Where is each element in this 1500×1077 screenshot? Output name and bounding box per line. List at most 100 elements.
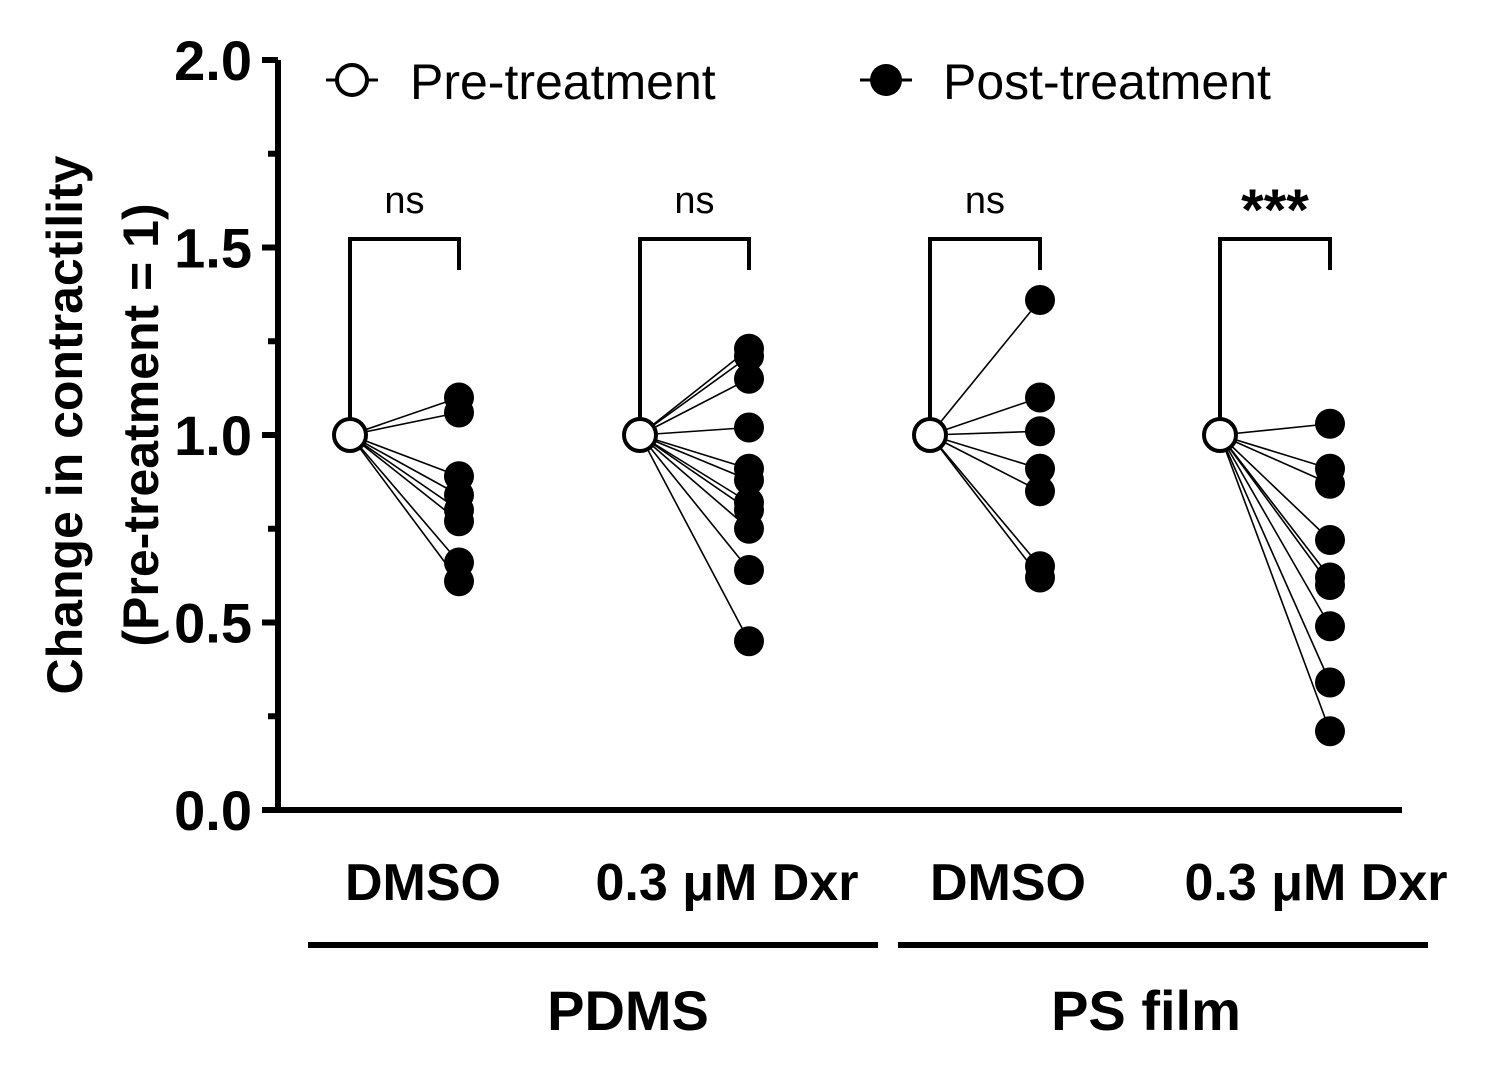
group-3: ns bbox=[912, 180, 1055, 593]
y-ticks: 0.0 0.5 1.0 1.5 2.0 bbox=[174, 29, 278, 842]
pair-line bbox=[1219, 434, 1331, 485]
pair-line bbox=[349, 434, 460, 496]
significance-bracket bbox=[1218, 237, 1332, 435]
pair-line bbox=[639, 434, 750, 511]
substrate-label-pdms: PDMS bbox=[547, 979, 709, 1042]
y-axis-title-line2: (Pre-treatment = 1) bbox=[113, 203, 169, 646]
pair-line bbox=[639, 355, 750, 436]
x-label-group-4: 0.3 μM Dxr bbox=[1184, 854, 1447, 912]
substrate-labels: PDMS PS film bbox=[308, 942, 1428, 1042]
pair-line bbox=[1219, 434, 1331, 541]
pair-line bbox=[349, 411, 460, 436]
post-treatment-point bbox=[734, 513, 764, 544]
pair-line bbox=[639, 426, 750, 436]
pair-line bbox=[1219, 434, 1331, 732]
post-treatment-point bbox=[444, 506, 474, 537]
significance-label: ns bbox=[965, 180, 1005, 222]
pair-line bbox=[639, 378, 750, 436]
post-treatment-point bbox=[734, 341, 764, 372]
significance-bracket bbox=[638, 237, 751, 435]
legend-pre-marker bbox=[335, 63, 369, 97]
post-treatment-point bbox=[1025, 382, 1055, 413]
pre-treatment-point bbox=[1202, 417, 1238, 453]
group-4: *** bbox=[1202, 178, 1345, 747]
pair-line bbox=[929, 396, 1041, 436]
pair-line bbox=[639, 434, 750, 481]
y-tick-label: 2.0 bbox=[174, 29, 252, 92]
post-treatment-point bbox=[1315, 570, 1345, 600]
y-axis-title: Change in contractility (Pre-treatment =… bbox=[37, 155, 169, 694]
legend-post-marker bbox=[870, 64, 902, 96]
post-treatment-point bbox=[444, 397, 474, 428]
x-label-group-1: DMSO bbox=[345, 854, 501, 912]
pair-line bbox=[349, 396, 460, 436]
pre-treatment-point bbox=[622, 417, 658, 453]
post-treatment-point bbox=[1025, 285, 1055, 315]
pair-line bbox=[1219, 434, 1331, 586]
y-tick-label: 0.5 bbox=[174, 592, 252, 655]
post-treatment-point bbox=[734, 363, 764, 394]
post-treatment-point bbox=[1315, 468, 1345, 499]
pair-line bbox=[929, 430, 1041, 436]
x-label-group-2: 0.3 μM Dxr bbox=[595, 854, 858, 912]
significance-label: *** bbox=[1241, 178, 1309, 243]
post-treatment-point bbox=[734, 412, 764, 443]
y-axis-title-line1: Change in contractility bbox=[37, 155, 93, 694]
significance-bracket bbox=[348, 237, 461, 435]
post-treatment-point bbox=[1315, 667, 1345, 698]
significance-label: ns bbox=[674, 180, 714, 222]
pre-treatment-point bbox=[332, 417, 368, 453]
post-treatment-point bbox=[1315, 408, 1345, 439]
pair-line bbox=[1219, 434, 1331, 627]
pre-treatment-point bbox=[912, 417, 948, 453]
pair-line bbox=[929, 434, 1041, 492]
x-label-group-3: DMSO bbox=[930, 854, 1086, 912]
pair-line bbox=[349, 434, 460, 477]
group-1: ns bbox=[332, 180, 474, 597]
y-tick-label: 1.5 bbox=[174, 217, 252, 280]
pair-line bbox=[639, 348, 750, 436]
post-treatment-point bbox=[1025, 476, 1055, 507]
post-treatment-point bbox=[444, 566, 474, 597]
pair-line bbox=[349, 434, 460, 511]
significance-label: ns bbox=[384, 180, 424, 222]
pair-line bbox=[639, 434, 750, 470]
post-treatment-point bbox=[1315, 525, 1345, 555]
pair-line bbox=[929, 299, 1041, 436]
pair-line bbox=[639, 434, 750, 504]
pair-line bbox=[639, 434, 750, 642]
data-groups: ns ns ns *** bbox=[332, 178, 1345, 747]
pair-line bbox=[639, 434, 750, 571]
pair-line bbox=[1219, 434, 1331, 470]
y-tick-label: 1.0 bbox=[174, 404, 252, 467]
legend-item-post: Post-treatment bbox=[860, 54, 1271, 110]
legend-post-label: Post-treatment bbox=[943, 54, 1271, 110]
substrate-label-ps-film: PS film bbox=[1051, 979, 1241, 1042]
post-treatment-point bbox=[734, 465, 764, 495]
post-treatment-point bbox=[1315, 611, 1345, 642]
post-treatment-point bbox=[1025, 453, 1055, 484]
post-treatment-point bbox=[1025, 416, 1055, 447]
legend: Pre-treatment Post-treatment bbox=[326, 54, 1271, 110]
pair-line bbox=[639, 434, 750, 530]
legend-item-pre: Pre-treatment bbox=[326, 54, 716, 110]
group-2: ns bbox=[622, 180, 764, 657]
pair-line bbox=[929, 434, 1041, 470]
axes: 0.0 0.5 1.0 1.5 2.0 bbox=[174, 29, 1402, 842]
pair-line bbox=[349, 434, 460, 564]
x-group-labels: DMSO 0.3 μM Dxr DMSO 0.3 μM Dxr bbox=[345, 854, 1448, 912]
post-treatment-point bbox=[734, 626, 764, 657]
post-treatment-point bbox=[1315, 716, 1345, 747]
pair-line bbox=[1219, 422, 1331, 436]
pair-line bbox=[929, 434, 1041, 578]
legend-pre-label: Pre-treatment bbox=[410, 54, 716, 110]
post-treatment-point bbox=[734, 555, 764, 585]
pair-line bbox=[349, 434, 460, 522]
significance-bracket bbox=[928, 237, 1042, 435]
y-tick-label: 0.0 bbox=[174, 779, 252, 842]
pair-line bbox=[929, 434, 1041, 567]
pair-line bbox=[349, 434, 460, 582]
post-treatment-point bbox=[1025, 562, 1055, 593]
pair-line bbox=[1219, 434, 1331, 683]
